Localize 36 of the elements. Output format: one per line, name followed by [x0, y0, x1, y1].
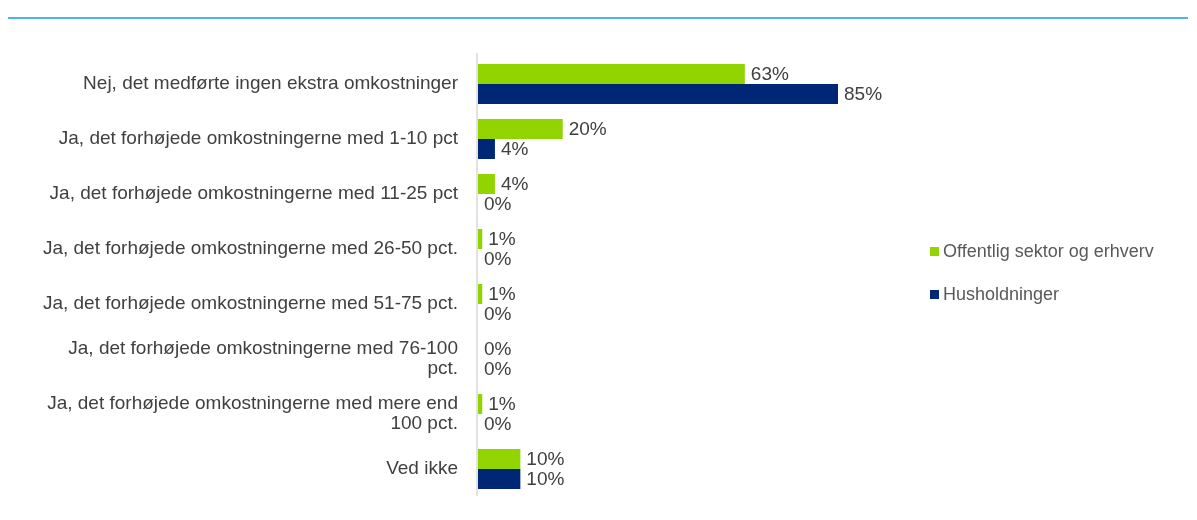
data-label: 10% [526, 468, 565, 490]
data-label: 0% [484, 358, 512, 380]
bar [478, 139, 495, 159]
data-label: 0% [484, 248, 512, 270]
bar [478, 284, 483, 304]
y-tick-label: Ja, det forhøjede omkostningerne med 76-100 pct. [68, 337, 458, 379]
bar [478, 229, 483, 249]
y-tick-label: Ja, det forhøjede omkostningerne med mere end 100 pct. [47, 392, 458, 434]
data-label: 1% [488, 393, 516, 415]
y-tick-label: Ja, det forhøjede omkostningerne med 26-50 pct. [42, 237, 458, 259]
data-label: 1% [488, 228, 516, 250]
data-label: 0% [484, 193, 512, 215]
bar [478, 119, 563, 139]
data-label: 63% [750, 63, 789, 85]
data-label: 0% [484, 303, 512, 325]
data-label: 20% [568, 118, 607, 140]
data-label: 1% [488, 283, 516, 305]
data-label: 0% [484, 413, 512, 435]
data-label: 4% [500, 138, 529, 160]
data-label: 85% [844, 83, 883, 105]
bar [478, 64, 745, 84]
bar [478, 449, 521, 469]
y-tick-label: Ved ikke [386, 457, 458, 479]
y-tick-label: Ja, det forhøjede omkostningerne med 1-10 pct [58, 127, 459, 149]
y-tick-label: Ja, det forhøjede omkostningerne med 11-25 pct [49, 182, 459, 204]
bar [478, 469, 521, 489]
y-tick-label: Ja, det forhøjede omkostningerne med 51-75 pct. [42, 292, 458, 314]
data-label: 10% [526, 448, 565, 470]
bar [478, 84, 838, 104]
y-tick-label: Nej, det medførte ingen ekstra omkostninger [83, 72, 459, 94]
data-label: 0% [484, 338, 512, 360]
legend-label: Offentlig sektor og erhverv [943, 240, 1154, 261]
bar [478, 394, 483, 414]
data-label: 4% [500, 173, 529, 195]
bar [478, 174, 495, 194]
legend-label: Husholdninger [943, 283, 1060, 304]
